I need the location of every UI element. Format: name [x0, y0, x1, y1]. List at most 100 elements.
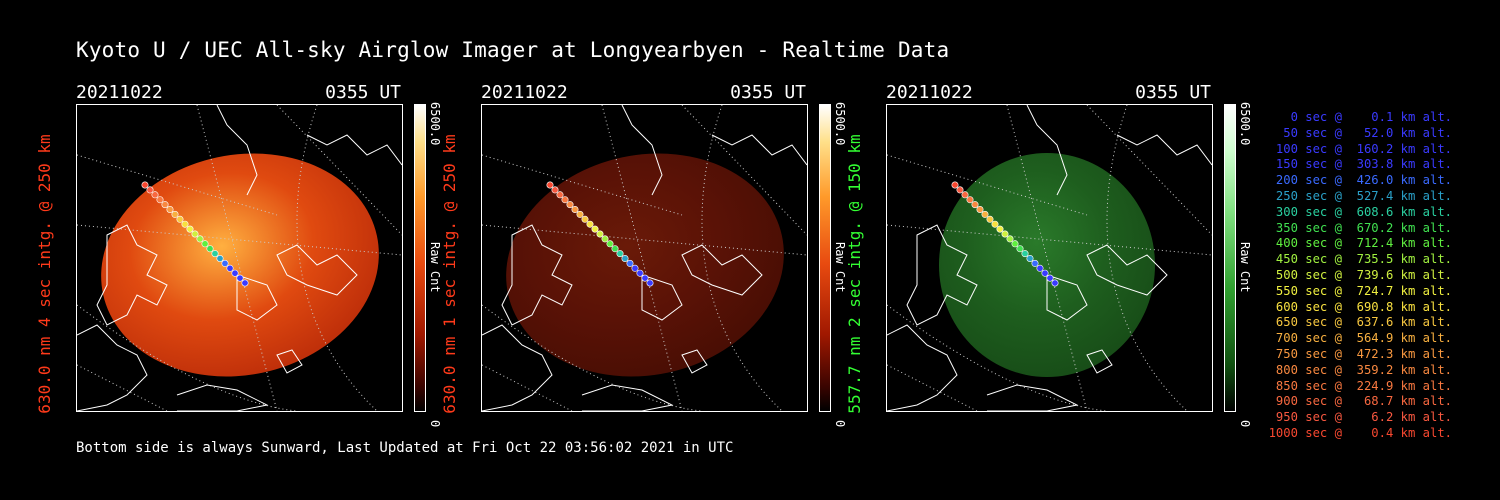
- grid-line: [482, 304, 703, 411]
- coastline: [482, 324, 553, 411]
- trajectory-point: [966, 196, 974, 204]
- allsky-image: [481, 104, 808, 412]
- trajectory-point: [241, 279, 249, 287]
- trajectory-point: [1041, 269, 1049, 277]
- grid-line: [482, 364, 573, 411]
- coastline: [77, 324, 148, 411]
- legend-entry: 300 sec @ 608.6 km alt.: [1268, 204, 1452, 219]
- trajectory-point: [171, 210, 179, 218]
- grid-line: [701, 105, 783, 411]
- trajectory-point: [1036, 264, 1044, 272]
- coastline: [1026, 105, 1068, 196]
- trajectory-point: [626, 259, 634, 267]
- colorbar-max-label: 6500.0: [1238, 102, 1252, 146]
- trajectory-point: [981, 210, 989, 218]
- coastline: [176, 384, 269, 411]
- trajectory-point: [636, 269, 644, 277]
- trajectory-point: [611, 245, 619, 253]
- trajectory-point: [1026, 255, 1034, 263]
- coastline: [986, 384, 1079, 411]
- coastline: [887, 324, 958, 411]
- panel-time: 0355 UT: [325, 82, 401, 103]
- legend-entry: 400 sec @ 712.4 km alt.: [1268, 236, 1452, 251]
- trajectory-point: [146, 186, 154, 194]
- grid-line: [196, 105, 278, 411]
- airglow-disc: [506, 153, 784, 377]
- coastline: [501, 224, 573, 326]
- legend-entry: 950 sec @ 6.2 km alt.: [1268, 410, 1452, 425]
- grid-line: [296, 105, 378, 411]
- grid-line: [77, 304, 298, 411]
- legend-entry: 650 sec @ 637.6 km alt.: [1268, 315, 1452, 330]
- trajectory-point: [1011, 240, 1019, 248]
- panel-date: 20211022: [481, 82, 568, 103]
- panel-side-label: 630.0 nm 1 sec intg. @ 250 km: [440, 134, 459, 414]
- coastline: [96, 224, 168, 326]
- trajectory-point: [221, 259, 229, 267]
- trajectory-point: [141, 181, 149, 189]
- trajectory-legend: 0 sec @ 0.1 km alt. 50 sec @ 52.0 km alt…: [1262, 110, 1452, 442]
- grid-line: [601, 105, 683, 411]
- image-panel-557-2s: 20211022 0355 UT 557.7 nm 2 sec intg. @ …: [845, 82, 1306, 432]
- trajectory-point: [1016, 245, 1024, 253]
- legend-entry: 900 sec @ 68.7 km alt.: [1268, 394, 1452, 409]
- trajectory-point: [606, 240, 614, 248]
- trajectory-point: [986, 215, 994, 223]
- coastline: [236, 274, 278, 321]
- trajectory-point: [646, 279, 654, 287]
- trajectory-point: [616, 250, 624, 258]
- trajectory-point: [156, 196, 164, 204]
- colorbar: [819, 104, 831, 412]
- grid-line: [1006, 105, 1088, 411]
- trajectory-point: [566, 201, 574, 209]
- coastline: [621, 105, 663, 196]
- grid-line: [887, 154, 1088, 216]
- coastline: [906, 224, 978, 326]
- panel-date: 20211022: [886, 82, 973, 103]
- trajectory-point: [211, 250, 219, 258]
- trajectory-point: [551, 186, 559, 194]
- trajectory-point: [571, 206, 579, 214]
- trajectory-point: [631, 264, 639, 272]
- trajectory-point: [231, 269, 239, 277]
- trajectory-point: [181, 220, 189, 228]
- grid-line: [1106, 105, 1188, 411]
- trajectory-point: [561, 196, 569, 204]
- trajectory-point: [196, 235, 204, 243]
- trajectory-point: [1001, 230, 1009, 238]
- legend-entry: 250 sec @ 527.4 km alt.: [1268, 188, 1452, 203]
- trajectory-point: [621, 255, 629, 263]
- trajectory-point: [226, 264, 234, 272]
- legend-entry: 450 sec @ 735.5 km alt.: [1268, 252, 1452, 267]
- panel-side-label: 630.0 nm 4 sec intg. @ 250 km: [35, 134, 54, 414]
- coastline: [276, 244, 358, 296]
- trajectory-point: [151, 191, 159, 199]
- trajectory-point: [191, 230, 199, 238]
- legend-entry: 500 sec @ 739.6 km alt.: [1268, 267, 1452, 282]
- trajectory-point: [956, 186, 964, 194]
- coastline: [1086, 349, 1113, 374]
- colorbar-min-label: 0: [1238, 420, 1252, 428]
- trajectory-point: [236, 274, 244, 282]
- colorbar: [1224, 104, 1236, 412]
- trajectory-point: [556, 191, 564, 199]
- coastline: [306, 134, 402, 166]
- allsky-image: [76, 104, 403, 412]
- coastline: [681, 349, 708, 374]
- panel-side-label: 557.7 nm 2 sec intg. @ 150 km: [845, 134, 864, 414]
- trajectory-point: [991, 220, 999, 228]
- legend-entry: 600 sec @ 690.8 km alt.: [1268, 299, 1452, 314]
- trajectory-point: [951, 181, 959, 189]
- legend-entry: 350 sec @ 670.2 km alt.: [1268, 220, 1452, 235]
- trajectory-point: [1021, 250, 1029, 258]
- page-title: Kyoto U / UEC All-sky Airglow Imager at …: [76, 38, 950, 62]
- trajectory-point: [186, 225, 194, 233]
- legend-entry: 800 sec @ 359.2 km alt.: [1268, 362, 1452, 377]
- trajectory-point: [201, 240, 209, 248]
- coastline: [216, 105, 258, 196]
- trajectory-point: [206, 245, 214, 253]
- trajectory-point: [1046, 274, 1054, 282]
- trajectory-point: [161, 201, 169, 209]
- legend-entry: 100 sec @ 160.2 km alt.: [1268, 141, 1452, 156]
- image-panel-630-4s: 20211022 0355 UT 630.0 nm 4 sec intg. @ …: [35, 82, 496, 432]
